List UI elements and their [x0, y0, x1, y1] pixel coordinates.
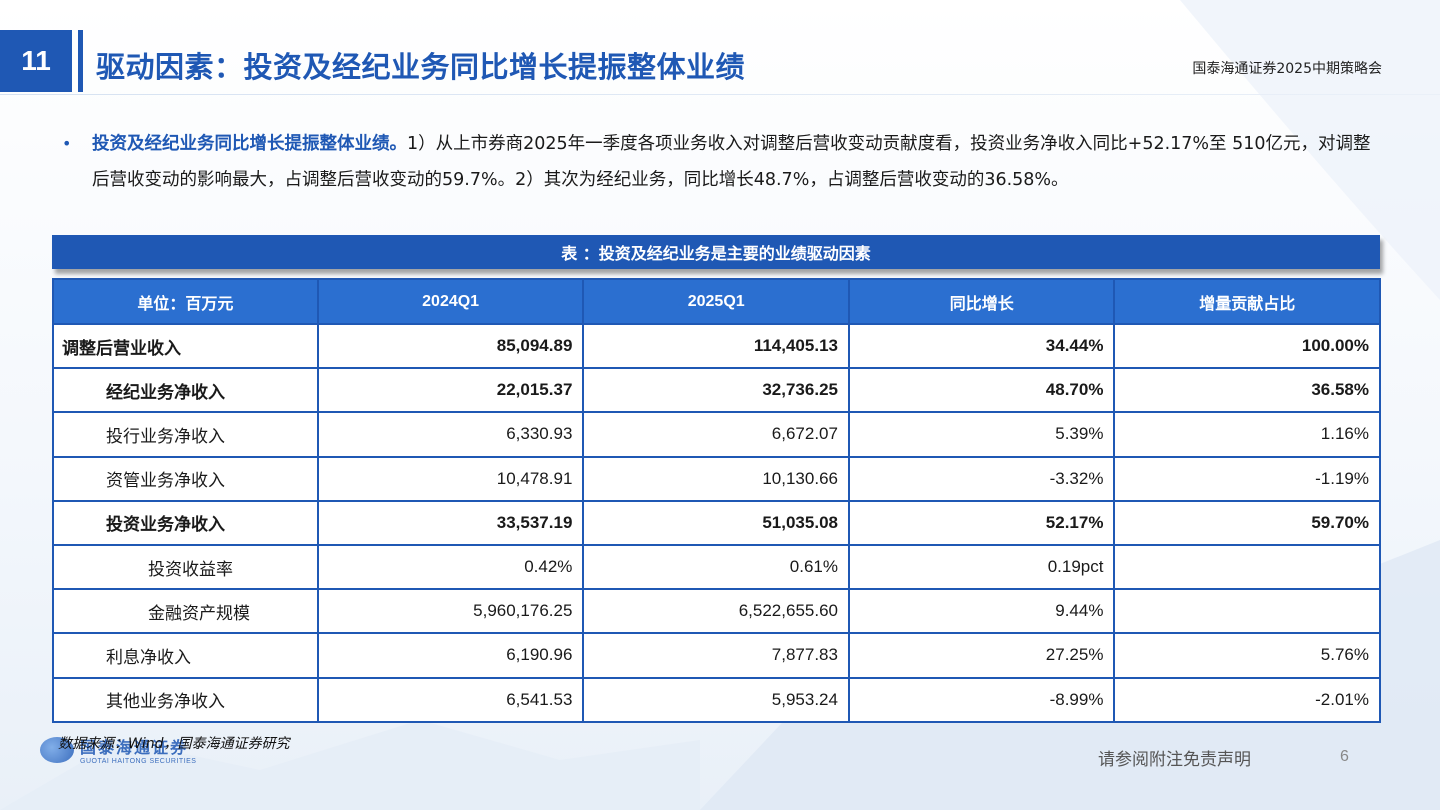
table-row: 资管业务净收入 10,478.91 10,130.66 -3.32% -1.19… — [52, 455, 1381, 502]
column-header-yoy: 同比增长 — [847, 278, 1116, 325]
table-row: 经纪业务净收入 22,015.37 32,736.25 48.70% 36.58… — [52, 367, 1381, 414]
table-row: 金融资产规模 5,960,176.25 6,522,655.60 9.44% — [52, 588, 1381, 635]
cell-2024q1: 0.42% — [316, 543, 585, 591]
cell-2024q1: 85,094.89 — [316, 322, 585, 370]
cell-2025q1: 10,130.66 — [582, 455, 850, 502]
title-accent-bar — [78, 30, 83, 92]
row-label: 资管业务净收入 — [52, 455, 319, 502]
cell-yoy: 5.39% — [847, 411, 1116, 458]
cell-2025q1: 0.61% — [582, 543, 850, 591]
cell-2025q1: 51,035.08 — [582, 499, 850, 546]
cell-yoy: 48.70% — [847, 367, 1116, 414]
event-name: 国泰海通证券2025中期策略会 — [1192, 61, 1382, 77]
driver-table: 单位：百万元 2024Q1 2025Q1 同比增长 增量贡献占比 调整后营业收入… — [52, 278, 1381, 723]
row-label: 金融资产规模 — [52, 588, 319, 635]
cell-yoy: 9.44% — [847, 588, 1116, 635]
table-header-row: 单位：百万元 2024Q1 2025Q1 同比增长 增量贡献占比 — [52, 278, 1381, 325]
cell-yoy: -3.32% — [847, 455, 1116, 502]
cell-2024q1: 22,015.37 — [316, 367, 585, 414]
cell-share — [1113, 543, 1381, 591]
cell-2024q1: 6,330.93 — [316, 411, 585, 458]
bullet-lead: 投资及经纪业务同比增长提振整体业绩。 — [92, 134, 407, 154]
cell-2024q1: 10,478.91 — [316, 455, 585, 502]
page-title: 驱动因素：投资及经纪业务同比增长提振整体业绩 — [96, 50, 746, 84]
cell-2024q1: 6,541.53 — [316, 676, 585, 723]
cell-yoy: 52.17% — [847, 499, 1116, 546]
logo-english-name: GUOTAI HAITONG SECURITIES — [80, 758, 197, 765]
table-row: 调整后营业收入 85,094.89 114,405.13 34.44% 100.… — [52, 322, 1381, 370]
cell-share: 5.76% — [1113, 632, 1381, 679]
cell-2025q1: 114,405.13 — [582, 322, 850, 370]
row-label: 投行业务净收入 — [52, 411, 319, 458]
cell-yoy: -8.99% — [847, 676, 1116, 723]
cell-yoy: 34.44% — [847, 322, 1116, 370]
disclaimer-link[interactable]: 请参阅附注免责声明 — [1098, 750, 1251, 770]
table-row: 投行业务净收入 6,330.93 6,672.07 5.39% 1.16% — [52, 411, 1381, 458]
table-row: 投资收益率 0.42% 0.61% 0.19pct — [52, 543, 1381, 591]
row-label: 经纪业务净收入 — [52, 367, 319, 414]
cell-2024q1: 5,960,176.25 — [316, 588, 585, 635]
column-header-2024q1: 2024Q1 — [316, 278, 585, 325]
cell-share: 36.58% — [1113, 367, 1381, 414]
cell-share: 59.70% — [1113, 499, 1381, 546]
cell-share: -1.19% — [1113, 455, 1381, 502]
table-row: 其他业务净收入 6,541.53 5,953.24 -8.99% -2.01% — [52, 676, 1381, 723]
cell-2025q1: 32,736.25 — [582, 367, 850, 414]
page-badge: 11 — [0, 30, 72, 92]
data-source-note: 数据来源：Wind，国泰海通证券研究 — [58, 736, 290, 752]
cell-share: -2.01% — [1113, 676, 1381, 723]
cell-yoy: 0.19pct — [847, 543, 1116, 591]
cell-share — [1113, 588, 1381, 635]
cell-yoy: 27.25% — [847, 632, 1116, 679]
table-caption: 表 ：投资及经纪业务是主要的业绩驱动因素 — [52, 235, 1380, 269]
row-label: 其他业务净收入 — [52, 676, 319, 723]
column-header-share: 增量贡献占比 — [1113, 278, 1381, 325]
column-header-2025q1: 2025Q1 — [582, 278, 850, 325]
cell-2025q1: 6,672.07 — [582, 411, 850, 458]
table-row: 利息净收入 6,190.96 7,877.83 27.25% 5.76% — [52, 632, 1381, 679]
bullet-text: 投资及经纪业务同比增长提振整体业绩。1）从上市券商2025年一季度各项业务收入对… — [62, 126, 1382, 198]
page-number: 6 — [1340, 748, 1349, 765]
bullet-body: 1）从上市券商2025年一季度各项业务收入对调整后营收变动贡献度看，投资业务净收… — [92, 134, 1371, 190]
summary-bullet: • 投资及经纪业务同比增长提振整体业绩。1）从上市券商2025年一季度各项业务收… — [62, 126, 1382, 198]
column-header-unit: 单位：百万元 — [52, 278, 319, 325]
cell-2024q1: 33,537.19 — [316, 499, 585, 546]
logo-text: 国泰海通证券 GUOTAI HAITONG SECURITIES — [80, 734, 196, 765]
logo-chinese-name: 国泰海通证券 — [80, 738, 189, 757]
row-label: 投资业务净收入 — [52, 499, 319, 546]
cell-2025q1: 6,522,655.60 — [582, 588, 850, 635]
cell-share: 100.00% — [1113, 322, 1381, 370]
logo-mark-icon — [40, 736, 74, 763]
cell-2024q1: 6,190.96 — [316, 632, 585, 679]
row-label: 利息净收入 — [52, 632, 319, 679]
row-label: 调整后营业收入 — [52, 322, 319, 370]
cell-2025q1: 5,953.24 — [582, 676, 850, 723]
company-logo: 国泰海通证券 GUOTAI HAITONG SECURITIES — [40, 734, 196, 765]
header-divider — [0, 94, 1440, 95]
table-row: 投资业务净收入 33,537.19 51,035.08 52.17% 59.70… — [52, 499, 1381, 546]
bullet-dot-icon: • — [62, 134, 72, 153]
cell-2025q1: 7,877.83 — [582, 632, 850, 679]
cell-share: 1.16% — [1113, 411, 1381, 458]
row-label: 投资收益率 — [52, 543, 319, 591]
